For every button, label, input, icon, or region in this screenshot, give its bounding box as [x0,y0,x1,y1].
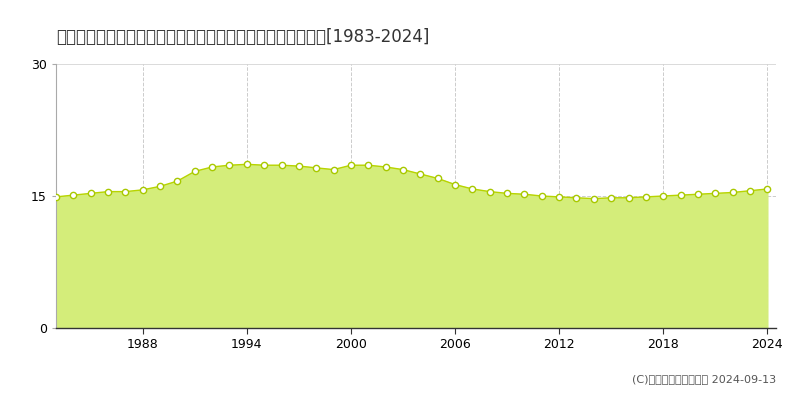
Text: 広島県福山市大門町２丁目６２番２外　地価公示　地価推移[1983-2024]: 広島県福山市大門町２丁目６２番２外 地価公示 地価推移[1983-2024] [56,28,430,46]
Text: (C)土地価格ドットコム 2024-09-13: (C)土地価格ドットコム 2024-09-13 [632,374,776,384]
